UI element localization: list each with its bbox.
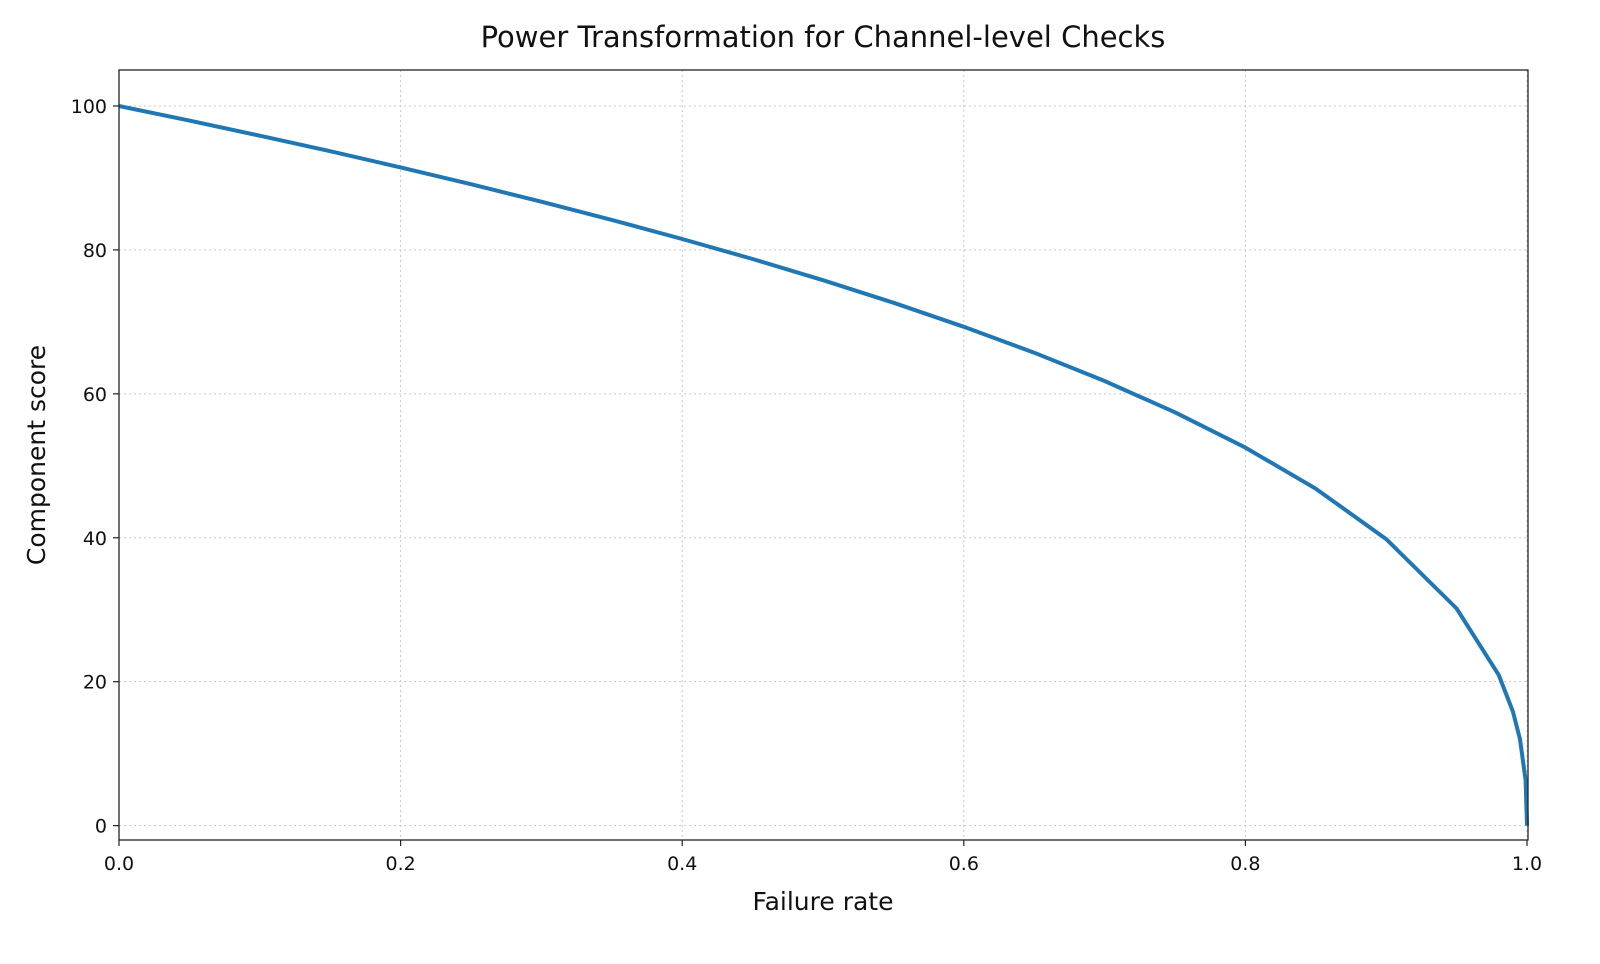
series-line bbox=[118, 104, 1529, 826]
y-tick-label: 40 bbox=[83, 528, 107, 550]
y-tick-label: 80 bbox=[83, 240, 107, 262]
series-layer bbox=[118, 104, 1529, 826]
y-axis-label: Component score bbox=[22, 345, 51, 565]
plot-frame bbox=[118, 69, 1529, 841]
y-tick-label: 20 bbox=[83, 672, 107, 694]
y-tick-label: 100 bbox=[71, 96, 107, 118]
x-axis: 0.0 0.2 0.4 0.6 0.8 1.0 bbox=[104, 840, 1542, 875]
chart-title: Power Transformation for Channel-level C… bbox=[481, 20, 1166, 54]
x-tick-label: 0.0 bbox=[104, 853, 134, 875]
x-tick-label: 0.8 bbox=[1230, 853, 1260, 875]
y-tick-label: 60 bbox=[83, 384, 107, 406]
x-tick-label: 0.6 bbox=[949, 853, 979, 875]
x-tick-label: 0.4 bbox=[667, 853, 697, 875]
x-axis-label: Failure rate bbox=[753, 887, 894, 916]
y-tick-label: 0 bbox=[95, 816, 107, 838]
y-axis: 0 20 40 60 80 100 bbox=[71, 96, 119, 838]
grid bbox=[118, 70, 1528, 840]
x-tick-label: 0.2 bbox=[385, 853, 415, 875]
x-tick-label: 1.0 bbox=[1512, 853, 1542, 875]
